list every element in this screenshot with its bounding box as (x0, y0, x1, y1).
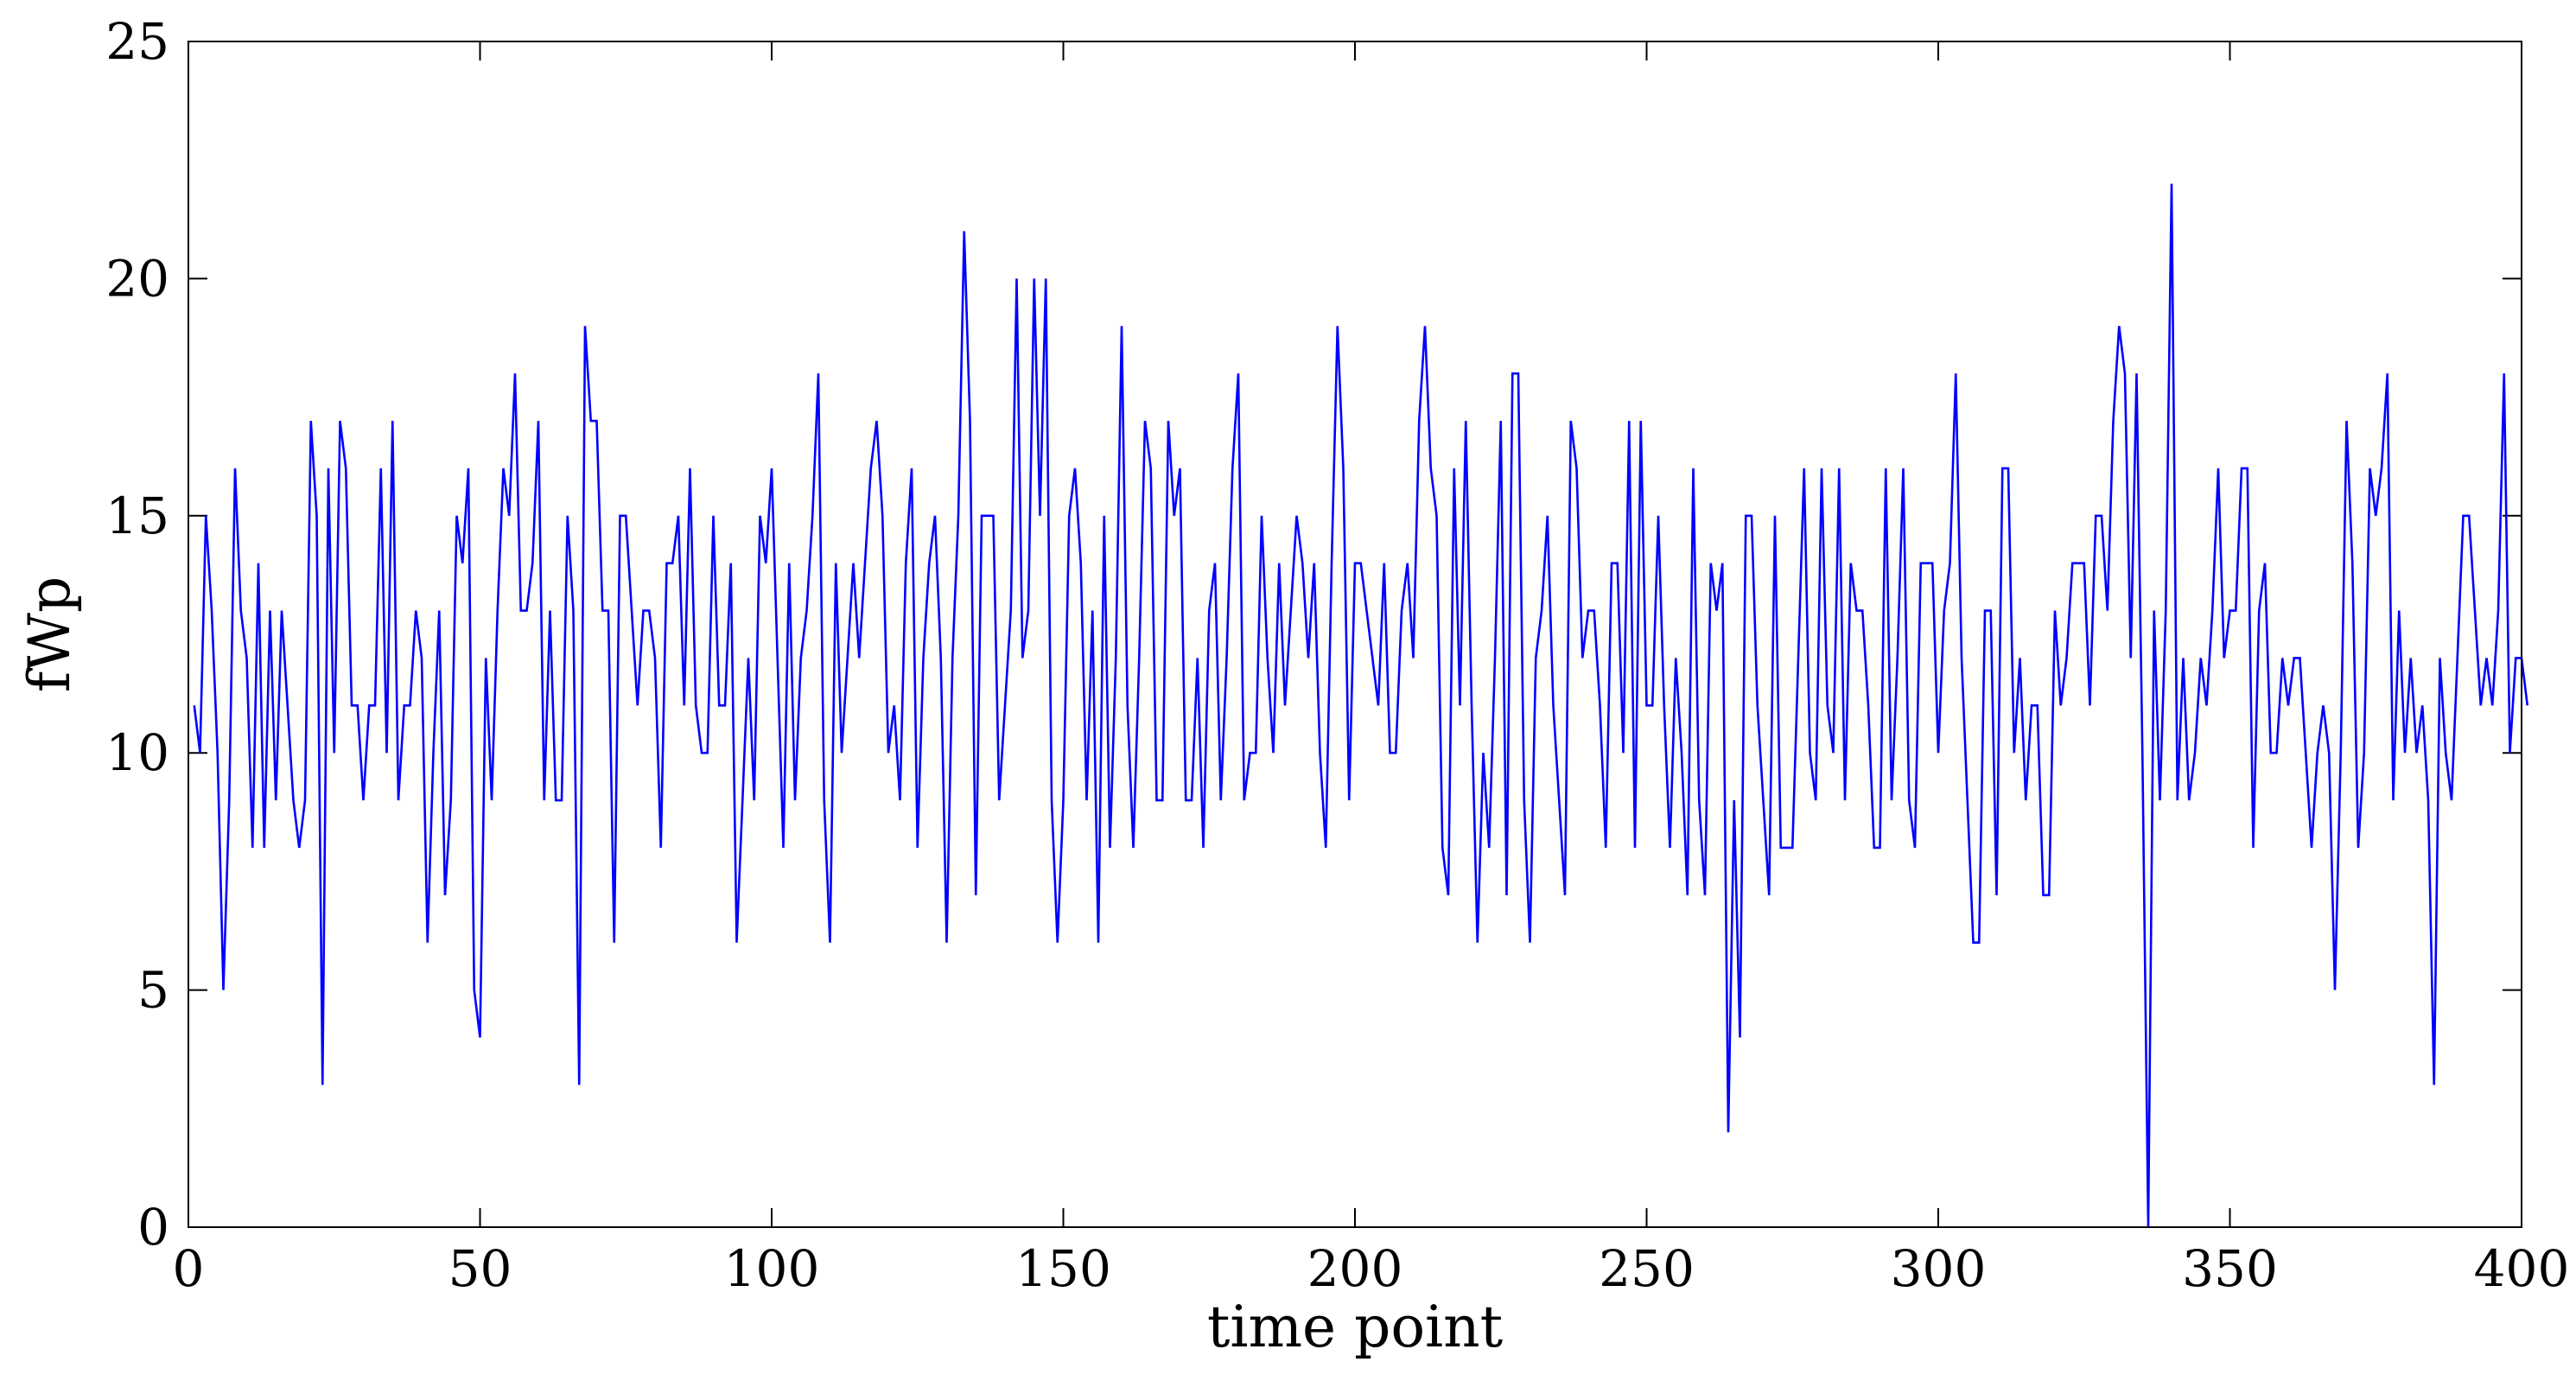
y-tick-label: 0 (137, 1198, 169, 1257)
plot-frame (188, 41, 2522, 1228)
x-tick-label: 200 (1307, 1239, 1403, 1298)
x-tick-label: 0 (173, 1239, 205, 1298)
x-tick-label: 300 (1891, 1239, 1987, 1298)
series-layer (193, 183, 2529, 1228)
y-tick-label: 20 (105, 249, 169, 308)
y-tick-label: 15 (105, 487, 169, 545)
x-tick-label: 50 (448, 1239, 512, 1298)
x-tick-label: 350 (2182, 1239, 2278, 1298)
y-tick-label: 25 (105, 12, 169, 71)
x-tick-label: 150 (1015, 1239, 1111, 1298)
series-line (193, 183, 2529, 1228)
y-axis-label: fWp (16, 576, 83, 693)
y-axis-ticks: 0 5 10 15 20 25 (105, 12, 2522, 1257)
y-tick-label: 10 (105, 723, 169, 782)
x-tick-label: 250 (1599, 1239, 1695, 1298)
y-tick-label: 5 (137, 961, 169, 1020)
x-axis-ticks: 0 50 100 150 200 250 300 350 400 (173, 41, 2570, 1298)
x-axis-label: time point (1207, 1294, 1503, 1360)
x-tick-label: 100 (724, 1239, 820, 1298)
x-tick-label: 400 (2474, 1239, 2570, 1298)
